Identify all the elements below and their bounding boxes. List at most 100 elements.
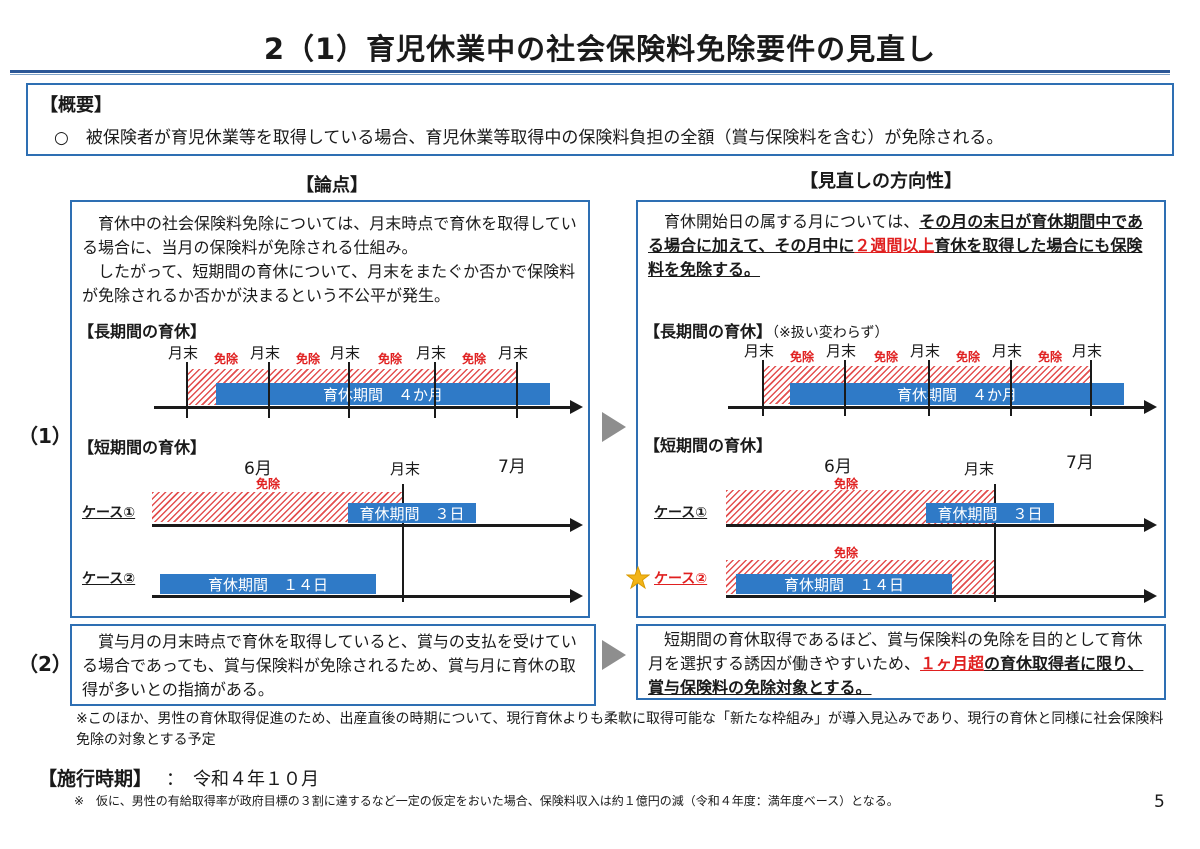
row-label-1: （1） (18, 424, 72, 448)
case-2-label: ケース② (82, 571, 136, 587)
axis-arrow-icon (1144, 589, 1157, 603)
timeline-axis (726, 595, 1146, 598)
overview-heading: 【概要】 (40, 95, 112, 116)
month-end-tick (268, 362, 270, 418)
note-new-framework: ※このほか、男性の育休取得促進のため、出産直後の時期について、現行育休よりも柔軟… (76, 711, 1164, 748)
direction-text-highlight: ２週間以上 (854, 236, 935, 255)
star-icon (626, 566, 650, 590)
july-label: 7月 (1066, 453, 1094, 473)
month-end-line (994, 484, 996, 602)
month-end-tick (844, 360, 846, 416)
short-leave-heading: 【短期間の育休】 (78, 438, 207, 457)
july-label: 7月 (498, 457, 526, 477)
arrow-icon (602, 412, 626, 442)
long-leave-heading: 【長期間の育休】 (78, 322, 207, 341)
direction-text-emphasis-2: 育休を取得した場合にも保険料を免除する。 (648, 236, 1143, 279)
leave-period-bar: 育休期間 ４か月 (216, 383, 550, 405)
month-end-label: 月末 (1072, 342, 1103, 360)
june-label: 6月 (824, 457, 852, 477)
timeline-axis (152, 595, 572, 598)
overview-text: ○ 被保険者が育児休業等を取得している場合、育児休業等取得中の保険料負担の全額（… (54, 128, 1004, 148)
axis-arrow-icon (1144, 400, 1157, 414)
issues-text-1: 育休中の社会保険料免除については、月末時点で育休を取得している場合に、当月の保険… (82, 214, 577, 257)
month-end-tick (762, 360, 764, 416)
page-title: 2（1）育児休業中の社会保険料免除要件の見直し (263, 32, 937, 66)
timeline-axis (726, 524, 1146, 527)
month-end-label: 月末 (910, 342, 941, 360)
leave-14days-bar: 育休期間 １４日 (736, 574, 952, 594)
enforcement-heading: 【施行時期】 (38, 768, 153, 790)
exempt-label: 免除 (1038, 350, 1063, 364)
timeline-axis (154, 406, 572, 409)
long-leave-heading: 【長期間の育休】（※扱い変わらず） (644, 318, 888, 342)
leave-14days-bar: 育休期間 １４日 (160, 574, 376, 594)
issues-text-bonus: 賞与月の月末時点で育休を取得していると、賞与の支払を受けている場合であっても、賞… (82, 632, 577, 699)
direction-bonus-highlight: １ヶ月超 (920, 654, 985, 673)
case-2-label: ケース② (654, 571, 708, 587)
exempt-label: 免除 (834, 546, 859, 560)
direction-text-plain: 育休開始日の属する月については、 (648, 212, 920, 231)
overview-box: 【概要】 ○ 被保険者が育児休業等を取得している場合、育児休業等取得中の保険料負… (26, 83, 1174, 156)
month-end-tick (186, 362, 188, 418)
month-end-label: 月末 (416, 344, 447, 362)
month-end-tick (348, 362, 350, 418)
month-end-label: 月末 (330, 344, 361, 362)
month-end-tick (516, 362, 518, 418)
exempt-label: 免除 (378, 352, 403, 366)
month-end-label: 月末 (498, 344, 529, 362)
arrow-icon (602, 640, 626, 670)
month-end-tick (928, 360, 930, 416)
month-end-tick (434, 362, 436, 418)
issues-panel-2: 賞与月の月末時点で育休を取得していると、賞与の支払を受けている場合であっても、賞… (70, 624, 596, 706)
month-end-label: 月末 (964, 460, 995, 478)
exempt-label: 免除 (462, 352, 487, 366)
month-end-label: 月末 (390, 460, 421, 478)
month-end-label: 月末 (744, 342, 775, 360)
month-end-label: 月末 (992, 342, 1023, 360)
direction-text-bonus: 短期間の育休取得であるほど、賞与保険料の免除を目的として育休月を選択する誘因が働… (648, 628, 1158, 700)
issues-text-2: したがって、短期間の育休について、月末をまたぐか否かで保険料が免除されるか否かが… (82, 262, 576, 305)
direction-text-1: 育休開始日の属する月については、その月の末日が育休期間中である場合に加えて、その… (648, 210, 1158, 282)
axis-arrow-icon (570, 589, 583, 603)
axis-arrow-icon (1144, 518, 1157, 532)
exempt-label: 免除 (214, 352, 239, 366)
month-end-line (402, 484, 404, 602)
long-leave-note: （※扱い変わらず） (772, 325, 889, 341)
month-end-label: 月末 (250, 344, 281, 362)
axis-arrow-icon (570, 518, 583, 532)
exempt-label: 免除 (956, 350, 981, 364)
timeline-axis (728, 406, 1146, 409)
issues-panel-1: 育休中の社会保険料免除については、月末時点で育休を取得している場合に、当月の保険… (70, 200, 590, 618)
enforcement-date: ： 令和４年１０月 (166, 769, 319, 790)
timeline-axis (152, 524, 572, 527)
title-rule-thin (10, 74, 1170, 75)
direction-panel-1: 育休開始日の属する月については、その月の末日が育休期間中である場合に加えて、その… (626, 200, 1166, 618)
title-rule (10, 70, 1170, 73)
june-label: 6月 (244, 459, 272, 479)
leave-3days-bar: 育休期間 ３日 (348, 503, 476, 523)
case-1-label: ケース① (654, 505, 708, 521)
exempt-label: 免除 (834, 477, 859, 491)
note-revenue: ※ 仮に、男性の有給取得率が政府目標の３割に達するなど一定の仮定をおいた場合、保… (74, 794, 899, 808)
direction-bonus-emphasis: の育休取得者に限り、賞与保険料の免除対象とする。 (648, 654, 1144, 697)
direction-text-emphasis: その月の末日が育休期間中である場合に加えて、その月中に (648, 212, 1144, 255)
long-leave-heading-text: 【長期間の育休】 (644, 322, 773, 341)
month-end-tick (1010, 360, 1012, 416)
exempt-label: 免除 (790, 350, 815, 364)
short-leave-heading: 【短期間の育休】 (644, 436, 773, 455)
direction-panel-2: 短期間の育休取得であるほど、賞与保険料の免除を目的として育休月を選択する誘因が働… (636, 624, 1166, 700)
leave-3days-bar: 育休期間 ３日 (926, 503, 1054, 523)
case-1-label: ケース① (82, 505, 136, 521)
direction-bonus-plain: 短期間の育休取得であるほど、賞与保険料の免除を目的として育休月を選択する誘因が働… (648, 630, 1143, 673)
page-number: 5 (1154, 792, 1165, 812)
direction-heading: 【見直しの方向性】 (800, 171, 962, 192)
leave-period-bar: 育休期間 ４か月 (790, 383, 1124, 405)
issues-heading: 【論点】 (296, 175, 368, 196)
month-end-label: 月末 (168, 344, 199, 362)
month-end-tick (1090, 360, 1092, 416)
month-end-label: 月末 (826, 342, 857, 360)
exempt-label: 免除 (296, 352, 321, 366)
axis-arrow-icon (570, 400, 583, 414)
row-label-2: （2） (18, 652, 72, 676)
exempt-label: 免除 (874, 350, 899, 364)
